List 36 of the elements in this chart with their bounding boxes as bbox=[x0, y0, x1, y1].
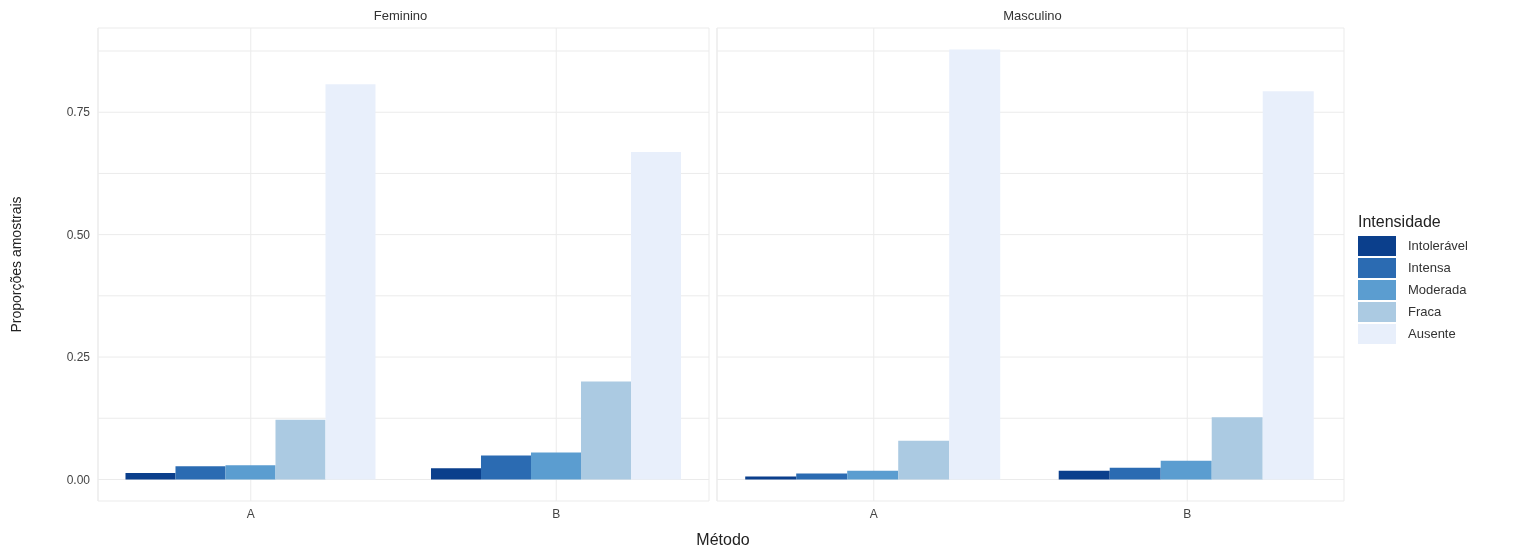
x-tick-label: A bbox=[869, 506, 878, 521]
bar bbox=[125, 473, 176, 480]
bar bbox=[175, 466, 226, 480]
x-tick-label: B bbox=[1183, 506, 1192, 521]
legend-title: Intensidade bbox=[1358, 212, 1442, 231]
bar bbox=[225, 465, 276, 480]
bar bbox=[898, 440, 950, 480]
bar bbox=[275, 419, 326, 480]
bar bbox=[1109, 467, 1161, 480]
legend-label: Moderada bbox=[1408, 282, 1467, 297]
y-tick-label: 0.75 bbox=[66, 105, 91, 120]
bar bbox=[1058, 470, 1110, 480]
chart-title: Feminino bbox=[372, 8, 429, 25]
y-tick-label: 0.50 bbox=[66, 227, 91, 242]
legend-label: Fraca bbox=[1408, 304, 1442, 319]
bar bbox=[431, 468, 481, 480]
chart-title: Masculino bbox=[1002, 8, 1063, 25]
bar bbox=[631, 151, 681, 480]
bar bbox=[1211, 417, 1263, 480]
legend-label: Intensa bbox=[1408, 260, 1451, 275]
x-tick-label: B bbox=[552, 506, 561, 521]
bar bbox=[1262, 91, 1314, 480]
bar bbox=[581, 381, 631, 480]
x-tick-label: A bbox=[246, 506, 255, 521]
y-tick-label: 0.25 bbox=[66, 350, 91, 365]
y-tick-label: 0.00 bbox=[66, 472, 91, 487]
bar bbox=[531, 452, 581, 480]
bar bbox=[325, 84, 376, 480]
legend-label: Ausente bbox=[1408, 326, 1456, 341]
bar bbox=[847, 470, 899, 480]
y-axis-title: Proporções amostrais bbox=[7, 196, 24, 333]
legend-label: Intolerável bbox=[1408, 238, 1468, 253]
bar bbox=[481, 455, 531, 480]
bar bbox=[1160, 460, 1212, 480]
x-axis-title: Método bbox=[695, 531, 751, 549]
bar bbox=[949, 49, 1001, 480]
